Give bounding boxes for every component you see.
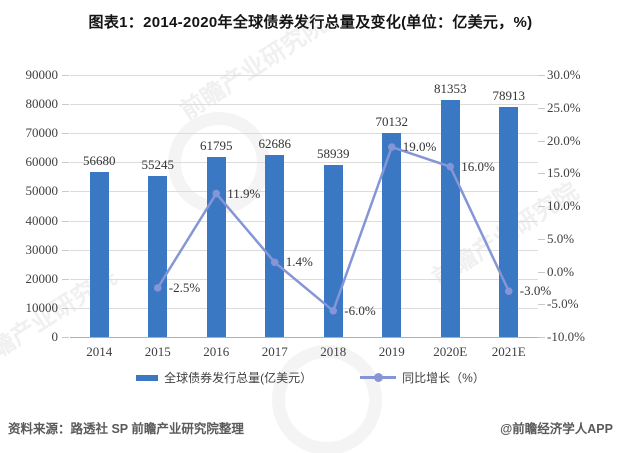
legend-bar-label: 全球债券发行总量(亿美元）	[164, 371, 313, 385]
y-axis-label-right: -10.0%	[547, 329, 585, 344]
legend-item-line: 同比增长（%）	[360, 369, 485, 386]
gridline	[70, 249, 538, 251]
left-axis-tick	[62, 162, 69, 164]
line-marker	[446, 162, 455, 171]
y-axis-label-left: 90000	[25, 67, 59, 82]
x-tick-label: 2021E	[491, 344, 526, 359]
footer-credit: @前瞻经济学人APP	[500, 422, 613, 436]
y-axis-label-right: 0.0%	[547, 263, 575, 279]
y-axis-label-left: 20000	[25, 270, 59, 286]
y-axis-label-left: 50000	[25, 183, 59, 199]
x-tick-label: 2018	[320, 344, 347, 359]
bar-2014	[89, 171, 109, 337]
legend-bar-swatch-icon	[136, 374, 159, 381]
right-axis-tick	[538, 75, 545, 76]
right-axis-tick	[538, 206, 545, 207]
right-axis-tick	[538, 271, 545, 273]
x-tick-label: 2015	[144, 344, 171, 359]
left-axis-tick	[62, 337, 69, 338]
x-tick-label: 2014	[86, 344, 113, 359]
left-axis-tick	[62, 307, 69, 309]
legend-line-swatch-icon	[360, 373, 397, 382]
y-axis-label-right: 15.0%	[547, 165, 581, 181]
line-marker	[212, 189, 221, 198]
left-axis-tick	[62, 249, 69, 251]
gridline	[70, 75, 538, 76]
right-axis-tick	[538, 304, 545, 306]
gridline	[70, 220, 538, 222]
bar-2017	[265, 154, 285, 337]
legend: 全球债券发行总量(亿美元） 同比增长（%）	[0, 369, 621, 386]
bar-value-label: 56680	[83, 152, 116, 168]
y-axis-label-left: 80000	[25, 96, 59, 112]
right-axis-tick	[538, 337, 545, 338]
x-tick-label: 2019	[378, 344, 405, 359]
bar-value-label: 70132	[375, 113, 409, 129]
gridline	[70, 337, 538, 338]
line-marker	[153, 284, 162, 292]
x-tick-label: 2020E	[433, 344, 468, 359]
left-axis-tick	[62, 75, 69, 76]
gridline	[70, 278, 538, 280]
line-marker	[387, 143, 396, 151]
right-axis-tick	[538, 140, 545, 142]
left-axis-tick	[62, 278, 69, 280]
line-point-label: 1.4%	[285, 254, 313, 270]
line-marker	[270, 258, 279, 267]
y-axis-label-right: 25.0%	[547, 99, 581, 115]
line-point-label: -6.0%	[344, 302, 376, 318]
gridline	[70, 191, 538, 193]
y-axis-label-left: 70000	[25, 125, 59, 141]
left-axis-tick	[62, 104, 69, 106]
line-point-label: 19.0%	[402, 139, 437, 155]
bar-2015	[148, 176, 168, 337]
line-point-label: -2.5%	[168, 279, 201, 295]
y-axis-label-right: -5.0%	[547, 296, 579, 312]
right-axis-tick	[538, 107, 545, 109]
left-axis-tick	[62, 133, 69, 135]
gridline	[70, 133, 538, 135]
x-tick-label: 2016	[203, 344, 230, 359]
bar-value-label: 81353	[434, 81, 467, 97]
line-point-label: 16.0%	[461, 158, 495, 174]
y-axis-label-left: 30000	[25, 241, 59, 257]
left-axis-tick	[62, 220, 69, 222]
gridline	[70, 104, 538, 106]
right-axis-tick	[538, 238, 545, 240]
bar-value-label: 58939	[317, 146, 350, 162]
y-axis-label-right: 30.0%	[547, 67, 581, 82]
bar-2020E	[440, 100, 460, 337]
bar-value-label: 61795	[200, 138, 233, 154]
line-marker	[329, 307, 338, 315]
y-axis-label-right: 10.0%	[547, 198, 581, 213]
line-point-label: 11.9%	[227, 185, 261, 201]
right-axis-tick	[538, 173, 545, 175]
bar-value-label: 55245	[141, 157, 175, 173]
line-marker	[504, 287, 513, 295]
x-tick-label: 2017	[261, 344, 288, 359]
gridline	[70, 162, 538, 164]
y-axis-label-left: 0	[51, 329, 59, 344]
footer-source: 资料来源：路透社 SP 前瞻产业研究院整理	[8, 422, 244, 436]
y-axis-label-right: 5.0%	[547, 230, 575, 246]
y-axis-label-right: 20.0%	[547, 132, 581, 148]
y-axis-label-left: 10000	[25, 299, 59, 315]
legend-item-bar: 全球债券发行总量(亿美元）	[136, 369, 312, 386]
y-axis-label-left: 60000	[25, 154, 59, 170]
line-series	[156, 145, 510, 313]
bar-value-label: 62686	[258, 135, 292, 151]
left-axis-tick	[62, 191, 69, 193]
chart-title: 图表1：2014-2020年全球债券发行总量及变化(单位：亿美元，%)	[88, 14, 533, 31]
legend-line-label: 同比增长（%）	[402, 371, 485, 385]
y-axis-label-left: 40000	[25, 212, 59, 228]
bar-value-label: 78913	[492, 88, 526, 104]
gridline	[70, 307, 538, 309]
line-point-label: -3.0%	[519, 283, 552, 299]
bar-2019	[382, 132, 402, 337]
